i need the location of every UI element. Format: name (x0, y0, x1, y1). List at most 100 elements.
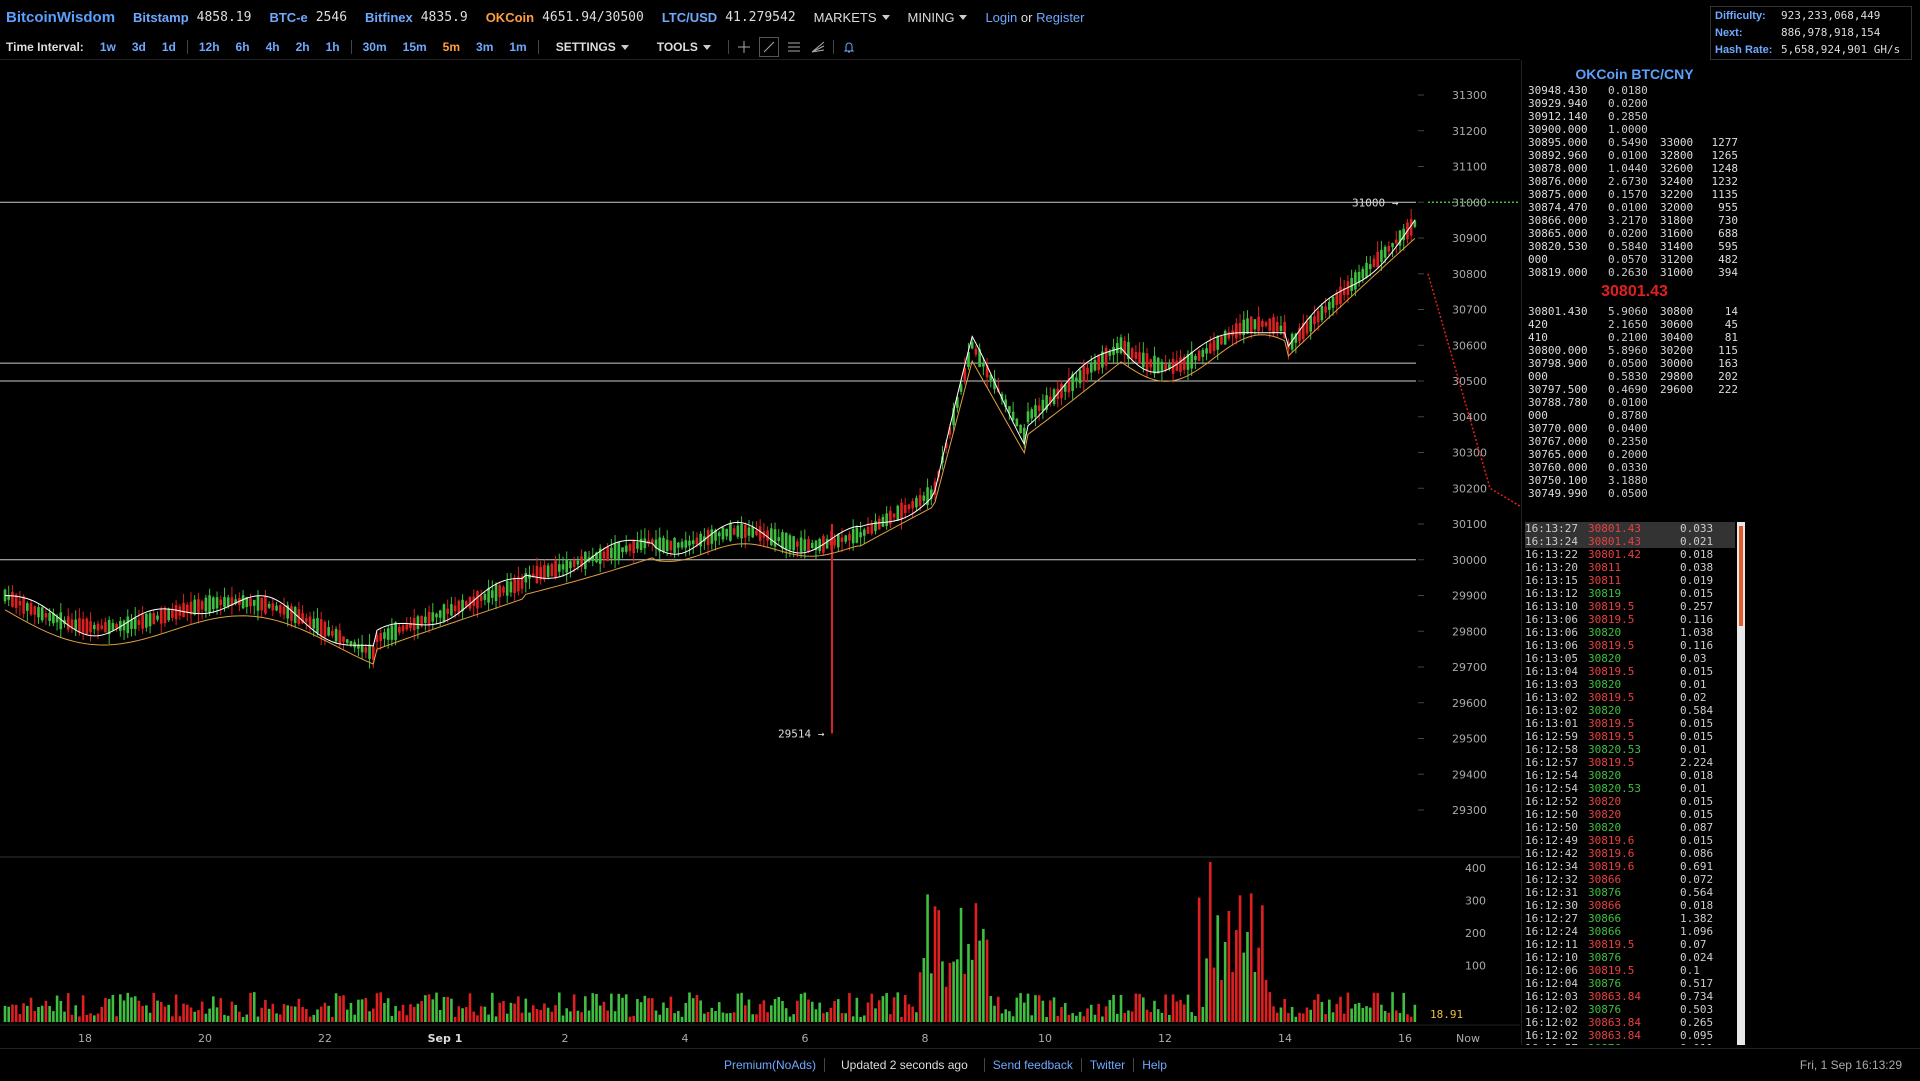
volume-bar (915, 1012, 918, 1022)
volume-bar (63, 1011, 66, 1022)
trade-volume: 0.033 (1680, 522, 1714, 535)
candle-body (669, 540, 673, 551)
volume-bar (725, 1013, 728, 1022)
interval-1d[interactable]: 1d (161, 40, 176, 54)
feedback-link[interactable]: Send feedback (992, 1058, 1073, 1072)
candle-body (371, 646, 375, 660)
volume-bar (814, 1009, 818, 1022)
login-link[interactable]: Login (985, 9, 1018, 25)
volume-bar (658, 1014, 662, 1022)
trade-row: 16:12:11 30819.5 0.07 (1525, 938, 1735, 951)
volume-bar (245, 1014, 249, 1022)
tools-menu[interactable]: TOOLS (657, 40, 711, 54)
twitter-link[interactable]: Twitter (1089, 1058, 1126, 1072)
volume-bar (7, 1006, 11, 1022)
asks-cell: 0.0180 (1608, 84, 1648, 97)
volume-bar (457, 1006, 461, 1022)
candle-body (1354, 272, 1357, 290)
interval-3d[interactable]: 3d (131, 40, 146, 54)
candle-body (59, 612, 63, 630)
settings-menu[interactable]: SETTINGS (556, 40, 629, 54)
interval-1w[interactable]: 1w (99, 40, 116, 54)
price-chart[interactable]: 3130031200311003100030900308003070030600… (0, 60, 1520, 1045)
interval-3m[interactable]: 3m (476, 40, 494, 54)
x-axis-label: 2 (562, 1032, 569, 1045)
asks-cell: 30819.000 (1528, 266, 1588, 279)
volume-bar (669, 996, 673, 1022)
interval-6h[interactable]: 6h (235, 40, 250, 54)
volume-bar (751, 1014, 755, 1022)
volume-bar (993, 1005, 996, 1022)
candle-body (963, 367, 967, 380)
ticker-bitstamp[interactable]: Bitstamp 4858.19 (133, 10, 251, 25)
volume-axis-label: 400 (1465, 862, 1486, 875)
interval-12h[interactable]: 12h (198, 40, 220, 54)
volume-bar (360, 999, 364, 1022)
trade-volume: 0.018 (1680, 769, 1714, 782)
interval-15m[interactable]: 15m (402, 40, 427, 54)
fibonacci-icon[interactable] (809, 38, 827, 56)
volume-bar (1294, 1016, 1298, 1022)
candle-body (982, 362, 985, 367)
ticker-btce[interactable]: BTC-e 2546 (269, 10, 347, 25)
register-link[interactable]: Register (1036, 9, 1085, 25)
premium-link[interactable]: Premium(NoAds) (724, 1058, 817, 1072)
trade-time: 16:13:20 (1525, 561, 1578, 574)
bids-cell: 0.0500 (1608, 487, 1648, 500)
volume-bar (409, 1004, 412, 1022)
volume-bar (959, 907, 963, 1022)
candle-body (770, 528, 773, 546)
asks-cell: 30875.000 (1528, 188, 1588, 201)
interval-1h[interactable]: 1h (325, 40, 340, 54)
volume-bar (450, 998, 453, 1022)
candle-body (85, 618, 89, 635)
markets-menu[interactable]: MARKETS (814, 10, 890, 25)
volume-bar (424, 995, 427, 1022)
horizontal-lines-icon[interactable] (785, 38, 803, 56)
candle-body (915, 497, 918, 508)
trendline-icon[interactable] (758, 37, 779, 57)
trade-history[interactable]: 16:13:27 30801.43 0.033 16:13:24 30801.43 0.0… (1525, 522, 1735, 1045)
interval-5m[interactable]: 5m (442, 40, 461, 54)
bell-icon[interactable] (840, 38, 858, 56)
volume-bar (338, 995, 342, 1022)
candle-body (290, 606, 293, 621)
interval-4h[interactable]: 4h (265, 40, 280, 54)
interval-30m[interactable]: 30m (362, 40, 387, 54)
mining-menu[interactable]: MINING (908, 10, 968, 25)
bids-row: 30750.100 3.1880 (1522, 474, 1747, 487)
candle-body (226, 597, 230, 606)
volume-bar (1365, 1006, 1368, 1022)
volume-bar (11, 1004, 14, 1022)
trade-price: 30863.84 (1588, 1016, 1641, 1029)
trade-row: 16:12:30 30866 0.018 (1525, 899, 1735, 912)
volume-bar (1335, 1003, 1339, 1022)
bids-row: 30797.500 0.4690 29600 222 (1522, 383, 1747, 396)
logo[interactable]: BitcoinWisdom (6, 8, 116, 26)
volume-bar (948, 962, 952, 1022)
candle-body (814, 540, 818, 551)
ticker-okcoin[interactable]: OKCoin 4651.94/30500 (486, 10, 644, 25)
trade-row: 16:12:27 30866 1.382 (1525, 912, 1735, 925)
scrollbar-thumb[interactable] (1739, 526, 1743, 626)
volume-bar (859, 1016, 862, 1022)
volume-bar (122, 1000, 126, 1022)
volume-bar (1394, 1010, 1398, 1022)
help-link[interactable]: Help (1142, 1058, 1167, 1072)
interval-1m[interactable]: 1m (509, 40, 527, 54)
candle-body (394, 622, 397, 641)
bids-cell: 5.9060 (1608, 305, 1648, 318)
candle-body (903, 504, 907, 513)
volume-bar (829, 1007, 833, 1022)
volume-bar (937, 910, 941, 1022)
divider (350, 40, 352, 54)
candle-body (267, 603, 271, 608)
crosshair-icon[interactable] (735, 38, 753, 56)
ticker-bitfinex[interactable]: Bitfinex 4835.9 (365, 10, 468, 25)
trades-scrollbar[interactable] (1737, 522, 1745, 1045)
trade-price: 30863.84 (1588, 990, 1641, 1003)
volume-bar (1082, 1016, 1086, 1022)
ticker-ltcusd[interactable]: LTC/USD 41.279542 (662, 10, 796, 25)
interval-2h[interactable]: 2h (295, 40, 310, 54)
candle-body (1212, 340, 1216, 352)
